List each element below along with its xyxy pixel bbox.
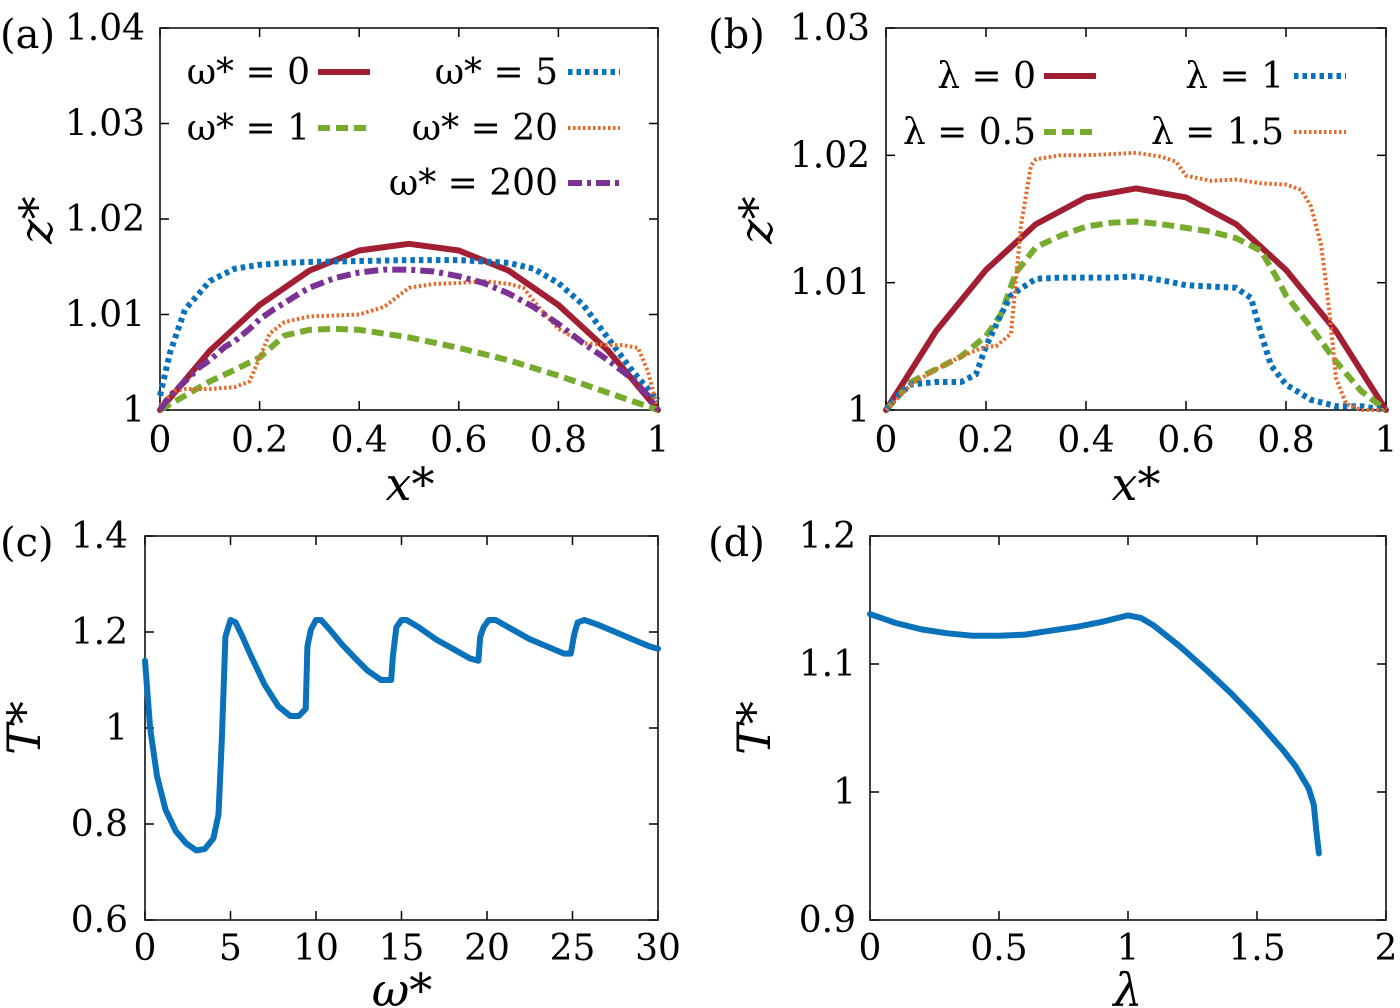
x-tick-label: 1 bbox=[1375, 420, 1398, 461]
legend-entry-label: ω* = 200 bbox=[389, 163, 558, 204]
series-line bbox=[142, 617, 661, 854]
y-tick-label: 0.9 bbox=[799, 900, 856, 941]
x-tick-label: 5 bbox=[219, 928, 242, 969]
y-tick-label: 1.1 bbox=[799, 644, 856, 685]
x-tick-label: 30 bbox=[635, 928, 681, 969]
x-tick-label: 0.8 bbox=[530, 420, 587, 461]
y-tick-label: 0.6 bbox=[71, 900, 128, 941]
legend-entry-label: ω* = 0 bbox=[187, 52, 310, 93]
y-axis-label: z* bbox=[9, 196, 63, 244]
x-tick-label: 0.5 bbox=[970, 928, 1027, 969]
y-axis-label: z* bbox=[729, 196, 783, 244]
x-tick-label: 0.4 bbox=[331, 420, 388, 461]
y-tick-label: 1 bbox=[847, 390, 870, 431]
y-tick-label: 1 bbox=[122, 390, 145, 431]
panel-label: (b) bbox=[708, 12, 765, 58]
x-axis-label: λ bbox=[1111, 963, 1142, 1008]
legend-entry-label: ω* = 20 bbox=[412, 108, 558, 149]
x-tick-label: 0.6 bbox=[1157, 420, 1214, 461]
x-tick-label: 2 bbox=[1375, 928, 1398, 969]
series-line bbox=[157, 240, 661, 413]
y-tick-label: 1.03 bbox=[65, 104, 145, 145]
x-tick-label: 1 bbox=[647, 420, 670, 461]
panel-b: 0 0.2 0.4 0.6 0.8 1 1 1.01 1.02 1.03 λ = 0 λ = 0.5 λ… bbox=[708, 8, 1397, 511]
panel-label: (c) bbox=[0, 520, 54, 566]
series-line bbox=[157, 266, 661, 412]
plot-frame bbox=[885, 27, 1387, 411]
x-axis-label: x* bbox=[386, 457, 435, 511]
panel-c: 0 5 10 15 20 25 30 0.6 0.8 1 1.2 1.4 (c) ω* T* bbox=[0, 516, 681, 1008]
legend-entry-label: λ = 0.5 bbox=[903, 112, 1036, 153]
y-tick-label: 1.02 bbox=[790, 135, 870, 176]
x-tick-label: 1 bbox=[1117, 928, 1140, 969]
y-axis-label: T* bbox=[0, 701, 51, 755]
panel-d: 0 0.5 1 1.5 2 0.9 1 1.1 1.2 (d) λ T* bbox=[708, 516, 1397, 1008]
x-tick-label: 25 bbox=[550, 928, 596, 969]
y-tick-label: 1 bbox=[105, 708, 128, 749]
legend-entry-label: ω* = 5 bbox=[435, 52, 558, 93]
series-line bbox=[883, 185, 1389, 413]
y-tick-label: 1.4 bbox=[71, 516, 128, 557]
x-axis-label: ω* bbox=[372, 963, 433, 1008]
series-line bbox=[883, 218, 1388, 413]
y-tick-label: 1.01 bbox=[790, 263, 870, 304]
series-line bbox=[157, 257, 661, 403]
y-tick-label: 1 bbox=[833, 772, 856, 813]
x-tick-label: 0.2 bbox=[231, 420, 288, 461]
x-tick-label: 0.6 bbox=[430, 420, 487, 461]
x-tick-label: 0 bbox=[149, 420, 172, 461]
x-tick-label: 0.2 bbox=[957, 420, 1014, 461]
panel-label: (d) bbox=[708, 520, 765, 566]
x-tick-label: 0 bbox=[875, 420, 898, 461]
y-tick-label: 1.2 bbox=[799, 516, 856, 557]
y-tick-label: 1.02 bbox=[65, 199, 145, 240]
x-tick-label: 0.4 bbox=[1057, 420, 1114, 461]
x-tick-label: 1.5 bbox=[1228, 928, 1285, 969]
panel-a: 0 0.2 0.4 0.6 0.8 1 1 1.01 1.02 1.03 1.04 ω* = 0 ω* … bbox=[0, 8, 669, 511]
series-line bbox=[884, 150, 1386, 412]
series-line bbox=[867, 611, 1322, 857]
y-tick-label: 1.01 bbox=[65, 295, 145, 336]
x-axis-label: x* bbox=[1112, 457, 1161, 511]
legend-entry-label: λ = 1.5 bbox=[1151, 112, 1284, 153]
plot-frame bbox=[869, 535, 1387, 921]
legend-entry-label: λ = 1 bbox=[1185, 56, 1284, 97]
panel-label: (a) bbox=[0, 12, 55, 58]
y-tick-label: 1.04 bbox=[65, 8, 145, 49]
legend-entry-label: ω* = 1 bbox=[187, 108, 310, 149]
y-tick-label: 1.03 bbox=[790, 8, 870, 49]
x-tick-label: 20 bbox=[464, 928, 510, 969]
y-axis-label: T* bbox=[727, 701, 781, 755]
y-tick-label: 0.8 bbox=[71, 804, 128, 845]
x-tick-label: 0 bbox=[134, 928, 157, 969]
x-tick-label: 0 bbox=[859, 928, 882, 969]
series-line bbox=[158, 279, 660, 411]
y-tick-label: 1.2 bbox=[71, 612, 128, 653]
x-tick-label: 10 bbox=[293, 928, 339, 969]
x-tick-label: 0.8 bbox=[1257, 420, 1314, 461]
legend-entry-label: λ = 0 bbox=[937, 56, 1036, 97]
x-tick-label: 15 bbox=[379, 928, 425, 969]
